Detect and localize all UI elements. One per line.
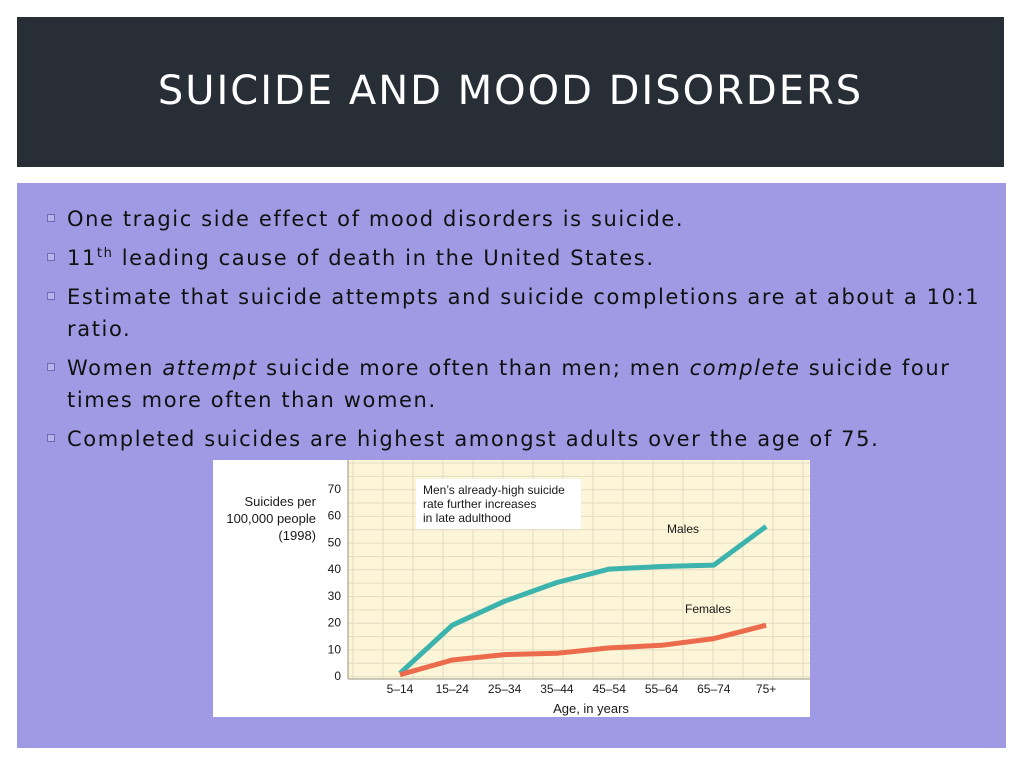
series-label-males: Males	[667, 522, 699, 536]
series-line-males	[398, 524, 768, 676]
y-tick-label: 50	[328, 535, 342, 549]
series-lines	[398, 524, 768, 678]
y-tick-label: 60	[328, 509, 342, 523]
x-tick-label: 75+	[756, 682, 776, 696]
y-tick-label: 30	[328, 589, 342, 603]
square-bullet-icon	[47, 292, 55, 300]
bullet-text-4a: Women	[67, 356, 163, 380]
bullet-item-3: Estimate that suicide attempts and suici…	[47, 281, 987, 345]
x-tick-label: 5–14	[387, 682, 414, 696]
annotation-text: Men’s already-high suicide	[423, 483, 565, 497]
square-bullet-icon	[47, 434, 55, 442]
y-tick-label: 0	[334, 669, 341, 683]
series-line-females	[399, 622, 767, 678]
chart-labels: Suicides per 100,000 people (1998) Age, in …	[226, 479, 731, 716]
x-tick-label: 15–24	[436, 682, 470, 696]
x-tick-label: 35–44	[540, 682, 574, 696]
bullet-text-5: Completed suicides are highest amongst a…	[67, 427, 880, 451]
bullet-item-2: 11th leading cause of death in the Unite…	[47, 242, 987, 274]
annotation-text: in late adulthood	[423, 511, 511, 525]
annotation-box	[416, 479, 581, 529]
series-label-females: Females	[685, 602, 731, 616]
bullet-item-1: One tragic side effect of mood disorders…	[47, 203, 987, 235]
y-tick-label: 20	[328, 616, 342, 630]
y-tick-label: 40	[328, 562, 342, 576]
bullet-number: 11	[67, 246, 97, 270]
bullet-list: One tragic side effect of mood disorders…	[47, 203, 987, 462]
suicide-rate-chart: 0 10 20 30 40 50 60 70 5–14 15–24 25–34 35–44 45–54 5…	[226, 460, 810, 716]
y-tick-label: 70	[328, 482, 342, 496]
square-bullet-icon	[47, 253, 55, 261]
slide-title: SUICIDE AND MOOD DISORDERS	[157, 67, 864, 114]
bullet-emphasis-attempt: attempt	[162, 356, 258, 380]
bullet-text-4c: suicide more often than men; men	[257, 356, 690, 380]
y-axis-label: 100,000 people	[226, 511, 316, 526]
bullet-text-2: leading cause of death in the United Sta…	[113, 246, 655, 270]
x-tick-label: 65–74	[697, 682, 731, 696]
square-bullet-icon	[47, 214, 55, 222]
x-tick-label: 55–64	[645, 682, 679, 696]
chart-image: 0 10 20 30 40 50 60 70 5–14 15–24 25–34 35–44 45–54 5…	[213, 460, 810, 717]
x-tick-label: 45–54	[593, 682, 627, 696]
bullet-text-4e: suicide four times more often than women…	[67, 356, 951, 412]
bullet-item-5: Completed suicides are highest amongst a…	[47, 423, 987, 455]
x-tick-label: 25–34	[488, 682, 522, 696]
bullet-text-1: One tragic side effect of mood disorders…	[67, 207, 685, 231]
bullet-text-3: Estimate that suicide attempts and suici…	[67, 285, 981, 341]
tick-labels: 0 10 20 30 40 50 60 70 5–14 15–24 25–34 35–44 45–54 5…	[328, 482, 777, 696]
bullet-superscript: th	[96, 246, 114, 261]
y-axis-label: Suicides per	[244, 494, 316, 509]
bullet-item-4: Women attempt suicide more often than me…	[47, 352, 987, 416]
y-axis-label: (1998)	[278, 528, 316, 543]
bullet-emphasis-complete: complete	[689, 356, 801, 380]
x-axis-label: Age, in years	[553, 701, 629, 716]
title-bar: SUICIDE AND MOOD DISORDERS	[17, 17, 1004, 167]
square-bullet-icon	[47, 363, 55, 371]
y-tick-label: 10	[328, 642, 342, 656]
annotation-text: rate further increases	[423, 497, 536, 511]
